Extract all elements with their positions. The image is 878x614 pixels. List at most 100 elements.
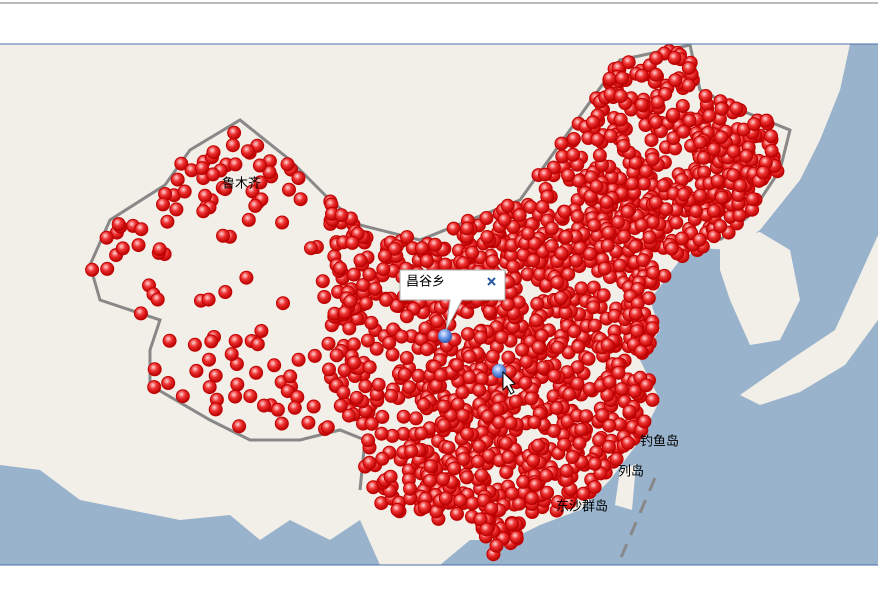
poi-marker[interactable]	[240, 144, 255, 159]
poi-marker[interactable]	[530, 296, 545, 311]
poi-marker[interactable]	[512, 208, 527, 223]
poi-marker[interactable]	[460, 221, 475, 236]
poi-marker[interactable]	[505, 486, 519, 501]
poi-marker[interactable]	[539, 468, 554, 483]
poi-marker[interactable]	[649, 51, 664, 66]
poi-marker[interactable]	[590, 132, 605, 147]
poi-marker[interactable]	[615, 71, 630, 86]
poi-marker[interactable]	[554, 246, 569, 261]
poi-marker[interactable]	[216, 228, 230, 243]
poi-marker[interactable]	[202, 352, 216, 367]
poi-marker[interactable]	[644, 133, 659, 148]
poi-marker[interactable]	[648, 195, 663, 210]
poi-marker[interactable]	[519, 354, 534, 369]
poi-marker[interactable]	[688, 204, 703, 219]
poi-marker[interactable]	[500, 198, 515, 213]
poi-marker[interactable]	[557, 204, 572, 219]
poi-marker[interactable]	[583, 247, 597, 261]
poi-marker[interactable]	[257, 398, 271, 413]
poi-marker[interactable]	[364, 315, 379, 330]
poi-marker[interactable]	[480, 409, 495, 424]
poi-marker[interactable]	[227, 125, 242, 140]
poi-marker[interactable]	[764, 129, 778, 144]
poi-marker[interactable]	[204, 334, 219, 349]
poi-marker[interactable]	[628, 306, 643, 321]
poi-marker[interactable]	[307, 348, 322, 363]
poi-marker[interactable]	[713, 219, 728, 234]
poi-marker[interactable]	[499, 465, 514, 480]
poi-marker[interactable]	[676, 124, 691, 139]
poi-marker[interactable]	[617, 229, 632, 244]
poi-marker[interactable]	[527, 415, 542, 430]
poi-marker[interactable]	[505, 517, 520, 532]
poi-marker[interactable]	[707, 229, 721, 244]
poi-marker[interactable]	[333, 398, 348, 413]
poi-marker[interactable]	[218, 182, 233, 197]
poi-marker[interactable]	[362, 267, 377, 282]
poi-marker[interactable]	[638, 164, 653, 179]
poi-marker[interactable]	[668, 73, 683, 88]
poi-marker[interactable]	[508, 394, 523, 409]
poi-marker[interactable]	[634, 218, 649, 232]
poi-marker[interactable]	[459, 470, 474, 485]
poi-marker[interactable]	[479, 522, 494, 537]
poi-marker[interactable]	[595, 408, 610, 423]
poi-marker[interactable]	[275, 215, 290, 230]
poi-marker[interactable]	[659, 202, 674, 217]
poi-marker[interactable]	[394, 329, 409, 344]
poi-marker[interactable]	[634, 68, 649, 83]
poi-marker[interactable]	[669, 215, 684, 230]
poi-marker[interactable]	[347, 355, 362, 370]
poi-marker[interactable]	[614, 382, 629, 397]
poi-marker[interactable]	[641, 291, 656, 306]
poi-marker[interactable]	[195, 161, 210, 176]
poi-marker[interactable]	[134, 222, 149, 237]
poi-marker[interactable]	[358, 379, 373, 394]
poi-marker[interactable]	[572, 436, 587, 451]
poi-marker[interactable]	[400, 230, 414, 245]
poi-marker[interactable]	[516, 474, 531, 489]
poi-marker[interactable]	[592, 433, 607, 448]
poi-marker[interactable]	[587, 480, 602, 495]
poi-marker[interactable]	[681, 61, 696, 76]
poi-marker[interactable]	[224, 347, 239, 362]
poi-marker[interactable]	[698, 89, 713, 103]
poi-marker[interactable]	[587, 318, 602, 333]
poi-marker[interactable]	[726, 144, 741, 159]
poi-marker[interactable]	[667, 51, 682, 65]
poi-marker[interactable]	[554, 136, 569, 151]
poi-marker[interactable]	[254, 324, 269, 338]
poi-marker[interactable]	[534, 328, 549, 343]
poi-marker[interactable]	[336, 385, 351, 400]
poi-marker[interactable]	[241, 212, 256, 227]
poi-marker[interactable]	[729, 101, 744, 116]
poi-marker[interactable]	[764, 144, 779, 158]
poi-marker[interactable]	[549, 401, 564, 415]
poi-marker[interactable]	[745, 192, 760, 207]
poi-marker[interactable]	[270, 402, 285, 417]
poi-marker[interactable]	[267, 358, 282, 373]
poi-marker[interactable]	[547, 368, 562, 383]
poi-marker[interactable]	[602, 418, 617, 433]
poi-marker[interactable]	[574, 422, 589, 437]
poi-marker[interactable]	[415, 241, 429, 256]
poi-marker[interactable]	[428, 237, 443, 252]
poi-marker[interactable]	[637, 414, 652, 429]
poi-marker[interactable]	[436, 399, 451, 414]
poi-marker[interactable]	[531, 438, 546, 453]
poi-marker[interactable]	[206, 145, 221, 160]
poi-marker[interactable]	[208, 402, 223, 417]
poi-marker[interactable]	[498, 436, 513, 451]
poi-marker[interactable]	[456, 452, 471, 467]
poi-marker[interactable]	[616, 138, 631, 153]
poi-marker[interactable]	[334, 208, 349, 223]
poi-marker[interactable]	[218, 285, 233, 299]
poi-marker[interactable]	[707, 204, 721, 218]
poi-marker[interactable]	[375, 451, 390, 466]
poi-marker[interactable]	[600, 238, 615, 253]
poi-marker[interactable]	[756, 165, 771, 180]
poi-marker[interactable]	[601, 225, 616, 240]
poi-marker[interactable]	[133, 306, 148, 321]
poi-marker[interactable]	[201, 292, 216, 307]
poi-marker[interactable]	[599, 195, 614, 210]
